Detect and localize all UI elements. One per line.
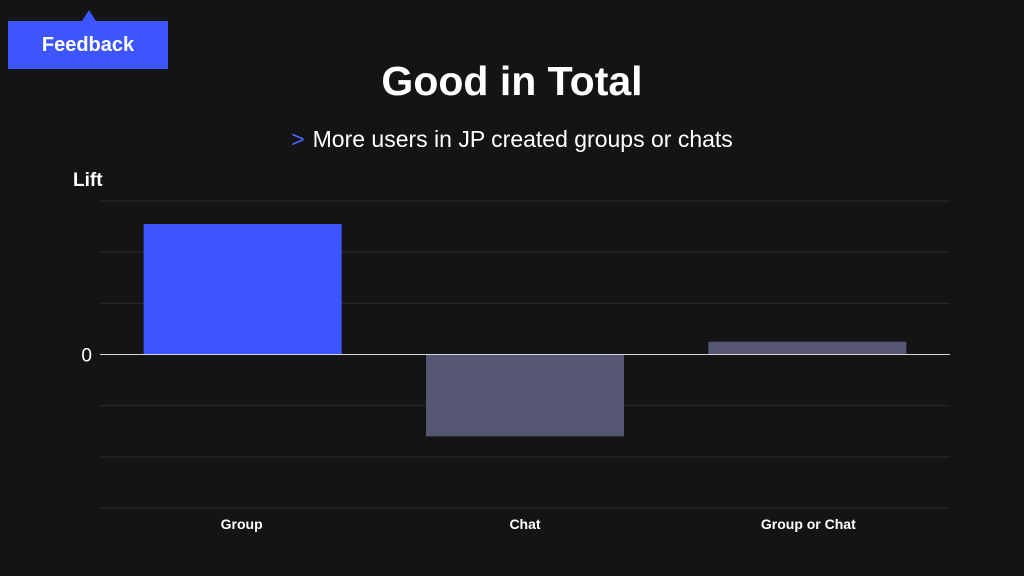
y-axis-label: Lift [73, 170, 103, 191]
y-tick-label: 0 [81, 346, 92, 367]
x-tick-label: Group [221, 516, 263, 532]
subtitle-marker: > [291, 126, 305, 152]
bar [426, 354, 624, 437]
feedback-pointer [82, 10, 96, 21]
bar [143, 224, 342, 355]
subtitle-text: More users in JP created groups or chats [312, 126, 733, 152]
bar [708, 341, 907, 355]
feedback-button[interactable]: Feedback [8, 21, 168, 69]
x-tick-label: Chat [509, 516, 540, 532]
x-tick-label: Group or Chat [761, 516, 856, 532]
chart-subtitle: > More users in JP created groups or chat… [0, 126, 1024, 153]
chart-title: Good in Total [381, 58, 643, 104]
